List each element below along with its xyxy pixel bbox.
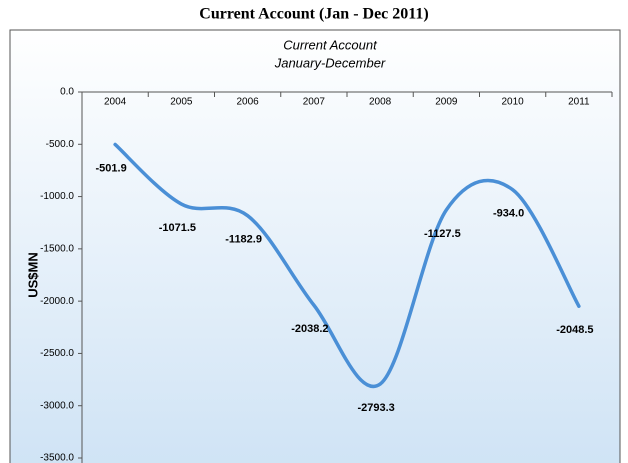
y-tick-label: -3000.0	[40, 400, 74, 411]
data-label: -934.0	[493, 208, 524, 220]
y-tick-label: -2500.0	[40, 348, 74, 359]
x-tick-label: 2005	[170, 97, 193, 108]
data-label: -1182.9	[225, 234, 262, 246]
y-axis-label: US$MN	[25, 252, 40, 298]
line	[113, 142, 581, 389]
data-label: -1071.5	[159, 222, 196, 234]
chart-frame	[9, 29, 621, 463]
x-tick-label: 2009	[435, 97, 458, 108]
y-tick-label: -500.0	[46, 139, 75, 150]
y-tick-label: -1500.0	[40, 243, 74, 254]
data-label: -2048.5	[556, 324, 593, 336]
x-tick-label: 2008	[369, 97, 392, 108]
data-label: -1127.5	[424, 228, 461, 240]
data-label: -2793.3	[357, 402, 394, 414]
data-label: -2038.2	[291, 323, 328, 335]
x-tick-label: 2006	[237, 97, 260, 108]
x-tick-label: 2004	[104, 97, 127, 108]
y-tick-label: -3500.0	[40, 453, 74, 463]
chart-subtitle: January-December	[274, 55, 386, 70]
page-title: Current Account (Jan - Dec 2011)	[199, 6, 428, 23]
y-tick-label: 0.0	[60, 87, 74, 98]
x-tick-label: 2010	[502, 97, 525, 108]
x-tick-label: 2011	[568, 97, 590, 108]
x-tick-label: 2007	[303, 97, 326, 108]
y-tick-label: -2000.0	[40, 296, 74, 307]
data-label: -501.9	[96, 162, 127, 174]
chart-title: Current Account	[283, 37, 378, 52]
y-tick-label: -1000.0	[40, 191, 74, 202]
